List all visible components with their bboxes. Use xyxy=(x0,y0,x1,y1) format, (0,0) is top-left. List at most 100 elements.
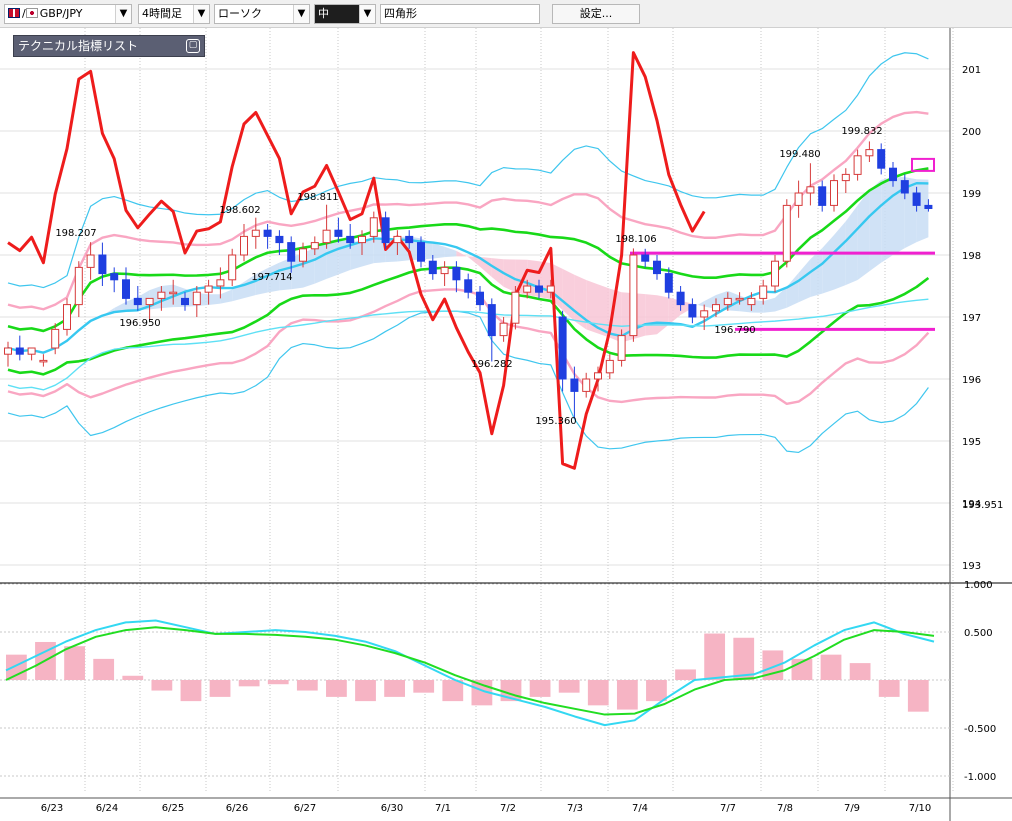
long-moving-average-line xyxy=(7,298,929,391)
bollinger-upper-2sigma xyxy=(7,110,929,311)
macd-histogram-bar xyxy=(267,680,289,685)
price-chart[interactable]: 201 200 199 198 197 196 195 194 193 6/23 6/24 6/25 6… xyxy=(0,28,1012,821)
cloud-bull-segment xyxy=(291,252,303,290)
date-tick-label: 7/4 xyxy=(632,803,648,814)
settings-button[interactable]: 設定... xyxy=(552,4,640,24)
cloud-bull-segment xyxy=(775,286,787,312)
symbol-select[interactable]: / GBP/JPY ▼ xyxy=(4,4,132,24)
bullish-candle xyxy=(617,335,626,361)
date-tick-label: 7/1 xyxy=(435,803,451,814)
price-annotation: 198.106 xyxy=(615,234,656,245)
macd-histogram-bar xyxy=(238,680,260,687)
minimize-icon[interactable]: ▢ xyxy=(186,39,200,53)
bollinger-lower-3sigma xyxy=(7,310,929,454)
timeframe-select[interactable]: 4時間足 ▼ xyxy=(138,4,210,24)
date-tick-label: 7/2 xyxy=(500,803,516,814)
bearish-candle xyxy=(428,260,437,275)
cloud-bear-segment xyxy=(491,258,504,287)
toolbar: / GBP/JPY ▼ 4時間足 ▼ ローソク ▼ 中 ▼ 四角形 設定... xyxy=(0,0,1012,28)
bearish-candle xyxy=(664,273,673,293)
bollinger-lower-1sigma xyxy=(7,266,930,376)
bearish-candle xyxy=(417,242,425,262)
cloud-bear-segment xyxy=(574,274,587,330)
macd-histogram-bar xyxy=(675,669,696,680)
bullish-candle xyxy=(546,285,555,293)
bearish-candle xyxy=(900,180,909,194)
macd-histogram-bar xyxy=(849,663,871,680)
bearish-candle xyxy=(558,316,567,380)
bullish-candle xyxy=(4,347,12,355)
cloud-bull-segment xyxy=(893,177,905,255)
shape-tool-select[interactable]: 四角形 xyxy=(380,4,540,24)
bullish-candle xyxy=(594,372,602,380)
bullish-candle xyxy=(322,229,331,244)
line-width-select[interactable]: 中 ▼ xyxy=(314,4,376,24)
bearish-candle xyxy=(688,304,697,318)
macd-histogram-bar xyxy=(646,680,667,702)
cloud-bull-segment xyxy=(362,239,374,267)
bullish-candle xyxy=(499,322,508,337)
bullish-candle xyxy=(723,297,732,306)
cloud-bull-segment xyxy=(314,242,327,284)
price-tick-label: 199 xyxy=(962,189,981,200)
bullish-candle xyxy=(228,254,237,281)
macd-histogram-bar xyxy=(907,680,929,712)
bullish-candle xyxy=(169,291,178,295)
bullish-candle xyxy=(629,254,638,337)
indicator-list-panel[interactable]: テクニカル指標リスト ▢ xyxy=(13,35,205,57)
bullish-candle xyxy=(240,235,248,256)
macd-histogram-bar xyxy=(704,633,726,680)
bullish-candle xyxy=(759,285,768,299)
macd-histogram-bar xyxy=(587,680,609,706)
bearish-candle xyxy=(287,242,296,262)
date-tick-label: 7/7 xyxy=(720,803,736,814)
bearish-candle xyxy=(464,279,473,293)
oscillator-line xyxy=(7,51,706,470)
price-tick-label: 193 xyxy=(962,561,981,572)
cloud-bull-segment xyxy=(373,239,386,264)
price-annotation: 196.282 xyxy=(471,359,512,370)
bearish-candle xyxy=(535,285,543,293)
chart-type-select[interactable]: ローソク ▼ xyxy=(214,4,310,24)
bullish-candle xyxy=(853,155,862,175)
date-tick-label: 7/3 xyxy=(567,803,583,814)
price-annotation: 195.360 xyxy=(535,416,576,427)
bullish-candle xyxy=(358,235,366,244)
bearish-candle xyxy=(476,291,484,306)
cloud-bear-segment xyxy=(480,256,492,278)
macd-histogram-bar xyxy=(820,654,842,680)
bullish-candle xyxy=(511,291,520,324)
bearish-candle xyxy=(181,297,189,306)
macd-histogram-bar xyxy=(529,680,551,697)
cloud-bull-segment xyxy=(810,248,823,297)
cloud-bull-segment xyxy=(326,240,339,279)
macd-histogram-bar xyxy=(326,680,347,697)
cloud-bull-segment xyxy=(869,179,882,272)
cloud-bear-segment xyxy=(586,280,598,334)
bullish-candle xyxy=(806,186,815,194)
date-tick-label: 6/27 xyxy=(294,803,316,814)
price-tick-label: 194 xyxy=(962,499,981,510)
macd-histogram-bar xyxy=(64,646,85,680)
price-annotation: 198.602 xyxy=(219,205,260,216)
symbol-label: GBP/JPY xyxy=(39,7,83,20)
bullish-candle xyxy=(145,297,154,306)
macd-histogram-bar xyxy=(384,680,405,697)
line-width-label: 中 xyxy=(318,7,329,20)
cloud-bull-segment xyxy=(161,284,174,309)
bullish-candle xyxy=(216,279,225,287)
chart-type-label: ローソク xyxy=(218,7,262,20)
cloud-bull-segment xyxy=(822,235,834,294)
bearish-candle xyxy=(487,304,496,337)
cloud-bull-segment xyxy=(857,190,870,281)
bullish-candle xyxy=(841,173,850,182)
cloud-bull-segment xyxy=(208,294,221,305)
bearish-candle xyxy=(381,217,390,244)
macd-tick-label: 0.500 xyxy=(964,628,993,639)
cloud-bull-segment xyxy=(834,221,846,290)
date-tick-label: 6/25 xyxy=(162,803,184,814)
japan-flag-icon xyxy=(25,8,38,18)
cloud-bear-segment xyxy=(468,256,480,267)
date-tick-label: 6/24 xyxy=(96,803,118,814)
macd-histogram-bar xyxy=(355,680,376,702)
